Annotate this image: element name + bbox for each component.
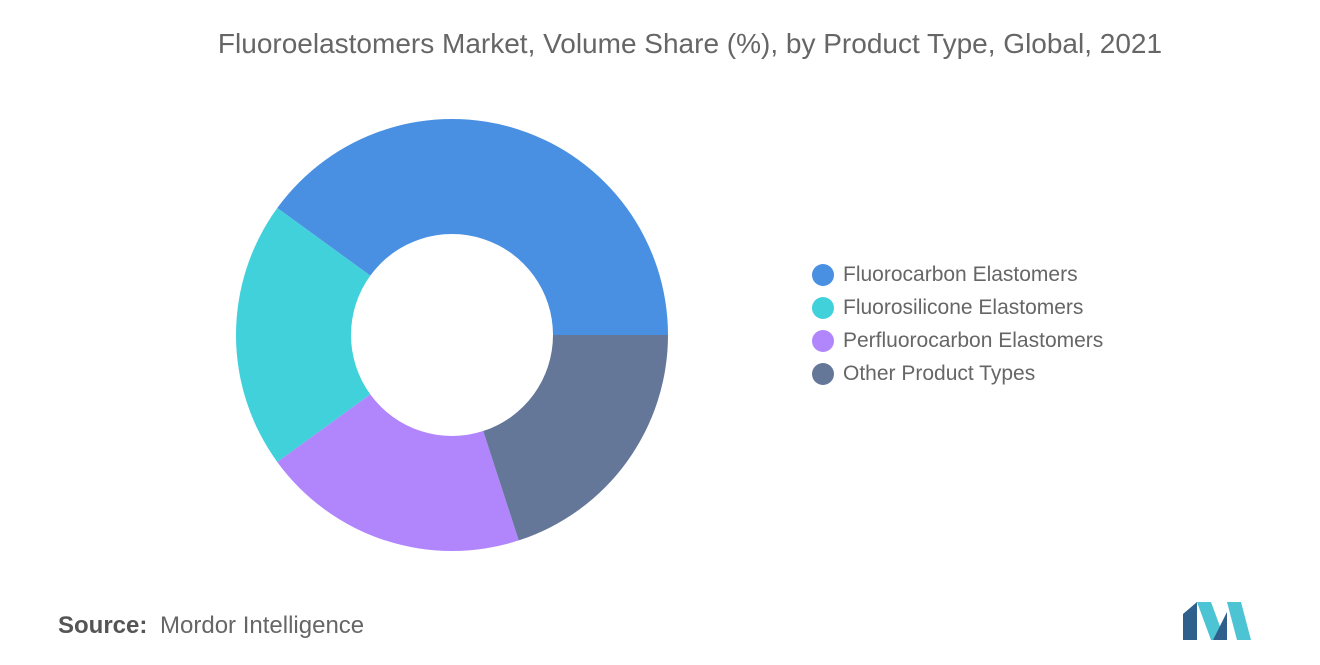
donut-slice-fluorosilicone-elastomers [235,208,371,462]
legend-item-fluorocarbon: Fluorocarbon Elastomers [812,258,1103,291]
legend-item-fluorosilicone: Fluorosilicone Elastomers [812,291,1103,324]
source-text: Mordor Intelligence [160,612,365,639]
legend-item-other: Other Product Types [812,357,1103,390]
donut-slice-fluorocarbon-elastomers [277,118,668,335]
legend-swatch-fluorosilicone [812,296,834,319]
legend-label-other: Other Product Types [843,361,1036,385]
legend-swatch-fluorocarbon [812,263,834,286]
legend-swatch-other [812,362,834,385]
mordor-intelligence-logo-icon [1183,602,1251,640]
source-note: Source: Mordor Intelligence [58,612,364,640]
donut-slice-perfluorocarbon-elastomers [277,394,519,551]
legend-swatch-perfluorocarbon [812,329,834,352]
legend-label-fluorocarbon: Fluorocarbon Elastomers [843,262,1078,286]
chart-title: Fluoroelastomers Market, Volume Share (%… [217,28,1163,59]
legend: Fluorocarbon Elastomers Fluorosilicone E… [812,258,1103,390]
donut-slice-other-product-types [483,335,668,541]
source-label: Source: [58,612,148,639]
legend-item-perfluorocarbon: Perfluorocarbon Elastomers [812,324,1103,357]
legend-label-fluorosilicone: Fluorosilicone Elastomers [843,295,1084,319]
legend-label-perfluorocarbon: Perfluorocarbon Elastomers [843,328,1104,352]
